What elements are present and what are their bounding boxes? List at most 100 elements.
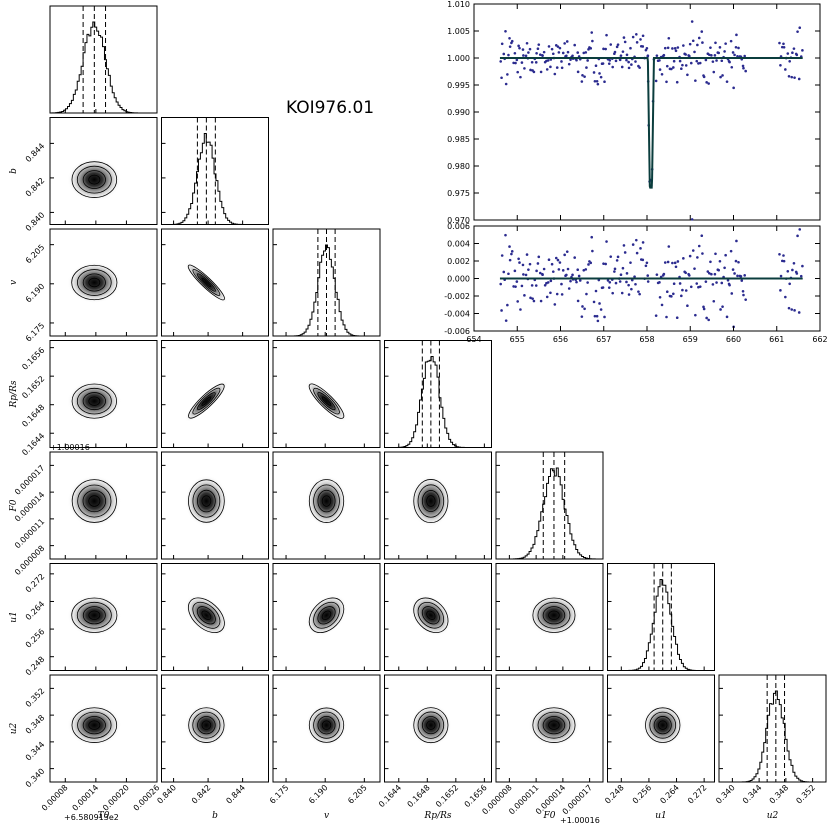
residual-point — [779, 289, 782, 292]
residual-point — [744, 298, 747, 301]
y-tick-label: -0.002 — [444, 292, 470, 301]
data-point — [675, 80, 679, 84]
residual-point — [558, 261, 562, 264]
data-point — [546, 59, 550, 62]
contour — [77, 711, 112, 739]
data-point — [711, 60, 715, 63]
x-tick-label: 0.248 — [603, 783, 626, 806]
contour — [313, 484, 340, 518]
x-tick-label: 0.272 — [686, 783, 709, 806]
y-tick-label: 6.190 — [24, 282, 47, 305]
residual-point — [779, 274, 783, 278]
contour — [188, 707, 225, 743]
residual-point — [622, 244, 626, 247]
y-tick-label: 0.006 — [447, 222, 470, 231]
density-v-Rp/Rs — [305, 380, 348, 422]
panel-6-6: 0.340 0.344 0.348 0.352 — [714, 674, 827, 806]
data-point — [634, 33, 638, 36]
data-point — [660, 72, 664, 76]
data-point — [618, 58, 622, 62]
residual-point — [689, 285, 693, 289]
data-point — [514, 61, 517, 65]
residual-point — [671, 261, 674, 265]
density-Rp/Rs-u2 — [410, 704, 452, 747]
y-tick-label: 1.000 — [447, 54, 470, 63]
residual-point — [658, 281, 661, 284]
contour — [201, 720, 212, 730]
x-tick-label: 0.840 — [155, 783, 178, 806]
y-tick-label: 0.000 — [447, 275, 470, 284]
data-point — [663, 46, 667, 50]
data-point — [585, 66, 588, 69]
contour — [88, 720, 101, 730]
data-point — [502, 52, 506, 56]
residual-point — [542, 267, 546, 271]
data-point — [555, 66, 559, 69]
data-point — [581, 73, 584, 77]
data-point — [593, 79, 597, 83]
residual-point — [522, 273, 525, 276]
contour — [71, 707, 118, 743]
density-b-F0 — [184, 475, 228, 527]
data-point — [625, 53, 629, 57]
data-point — [790, 75, 794, 79]
data-point — [730, 65, 734, 69]
data-point — [634, 60, 637, 63]
data-point — [534, 61, 538, 64]
data-point — [583, 75, 586, 78]
contour — [76, 387, 112, 415]
contour — [421, 606, 440, 625]
residual-point — [644, 264, 648, 268]
data-point — [639, 38, 642, 41]
data-point — [696, 43, 699, 47]
residual-point — [704, 280, 708, 283]
residual-point — [686, 304, 689, 308]
data-point — [508, 36, 511, 40]
data-point — [504, 82, 508, 86]
data-point — [584, 51, 588, 54]
contour — [196, 489, 216, 513]
contour — [317, 489, 336, 513]
data-point — [590, 31, 594, 34]
residual-point — [592, 300, 596, 304]
contour — [426, 610, 436, 620]
residual-point — [631, 243, 635, 246]
panel-5-1 — [161, 563, 269, 671]
residual-point — [601, 286, 605, 289]
panel-2-0: 6.175 6.190 6.205 — [24, 228, 158, 344]
panel-frame — [495, 563, 604, 671]
data-point — [672, 66, 675, 69]
contour — [548, 610, 560, 620]
residual-point — [719, 308, 722, 311]
contour — [71, 383, 117, 419]
residual-point — [557, 268, 561, 271]
panel-frame — [49, 674, 158, 783]
histogram-u2 — [719, 690, 826, 783]
residual-point — [705, 316, 708, 320]
data-point — [778, 41, 781, 45]
y-axis-label-u2: u2 — [9, 722, 19, 734]
residual-point — [519, 308, 522, 311]
panel-5-2 — [272, 563, 381, 671]
data-point — [737, 46, 740, 50]
residual-point — [740, 279, 744, 282]
residual-point — [619, 273, 623, 277]
residual-point — [518, 261, 521, 264]
residual-point — [720, 281, 724, 285]
data-point — [717, 51, 721, 55]
data-point — [682, 44, 685, 47]
data-point — [742, 66, 745, 70]
data-point — [556, 45, 560, 48]
contour — [88, 277, 101, 288]
y-tick-label: 0.840 — [24, 210, 47, 233]
contour — [532, 707, 576, 743]
residual-point — [500, 309, 503, 312]
data-point — [695, 59, 699, 63]
data-point — [558, 46, 562, 50]
contour — [658, 720, 668, 730]
data-point — [698, 61, 702, 65]
density-F0-u1 — [528, 594, 580, 636]
contour — [71, 597, 118, 633]
panel-1-0: 0.840 0.842 0.844 — [24, 117, 158, 233]
contour — [421, 490, 440, 513]
